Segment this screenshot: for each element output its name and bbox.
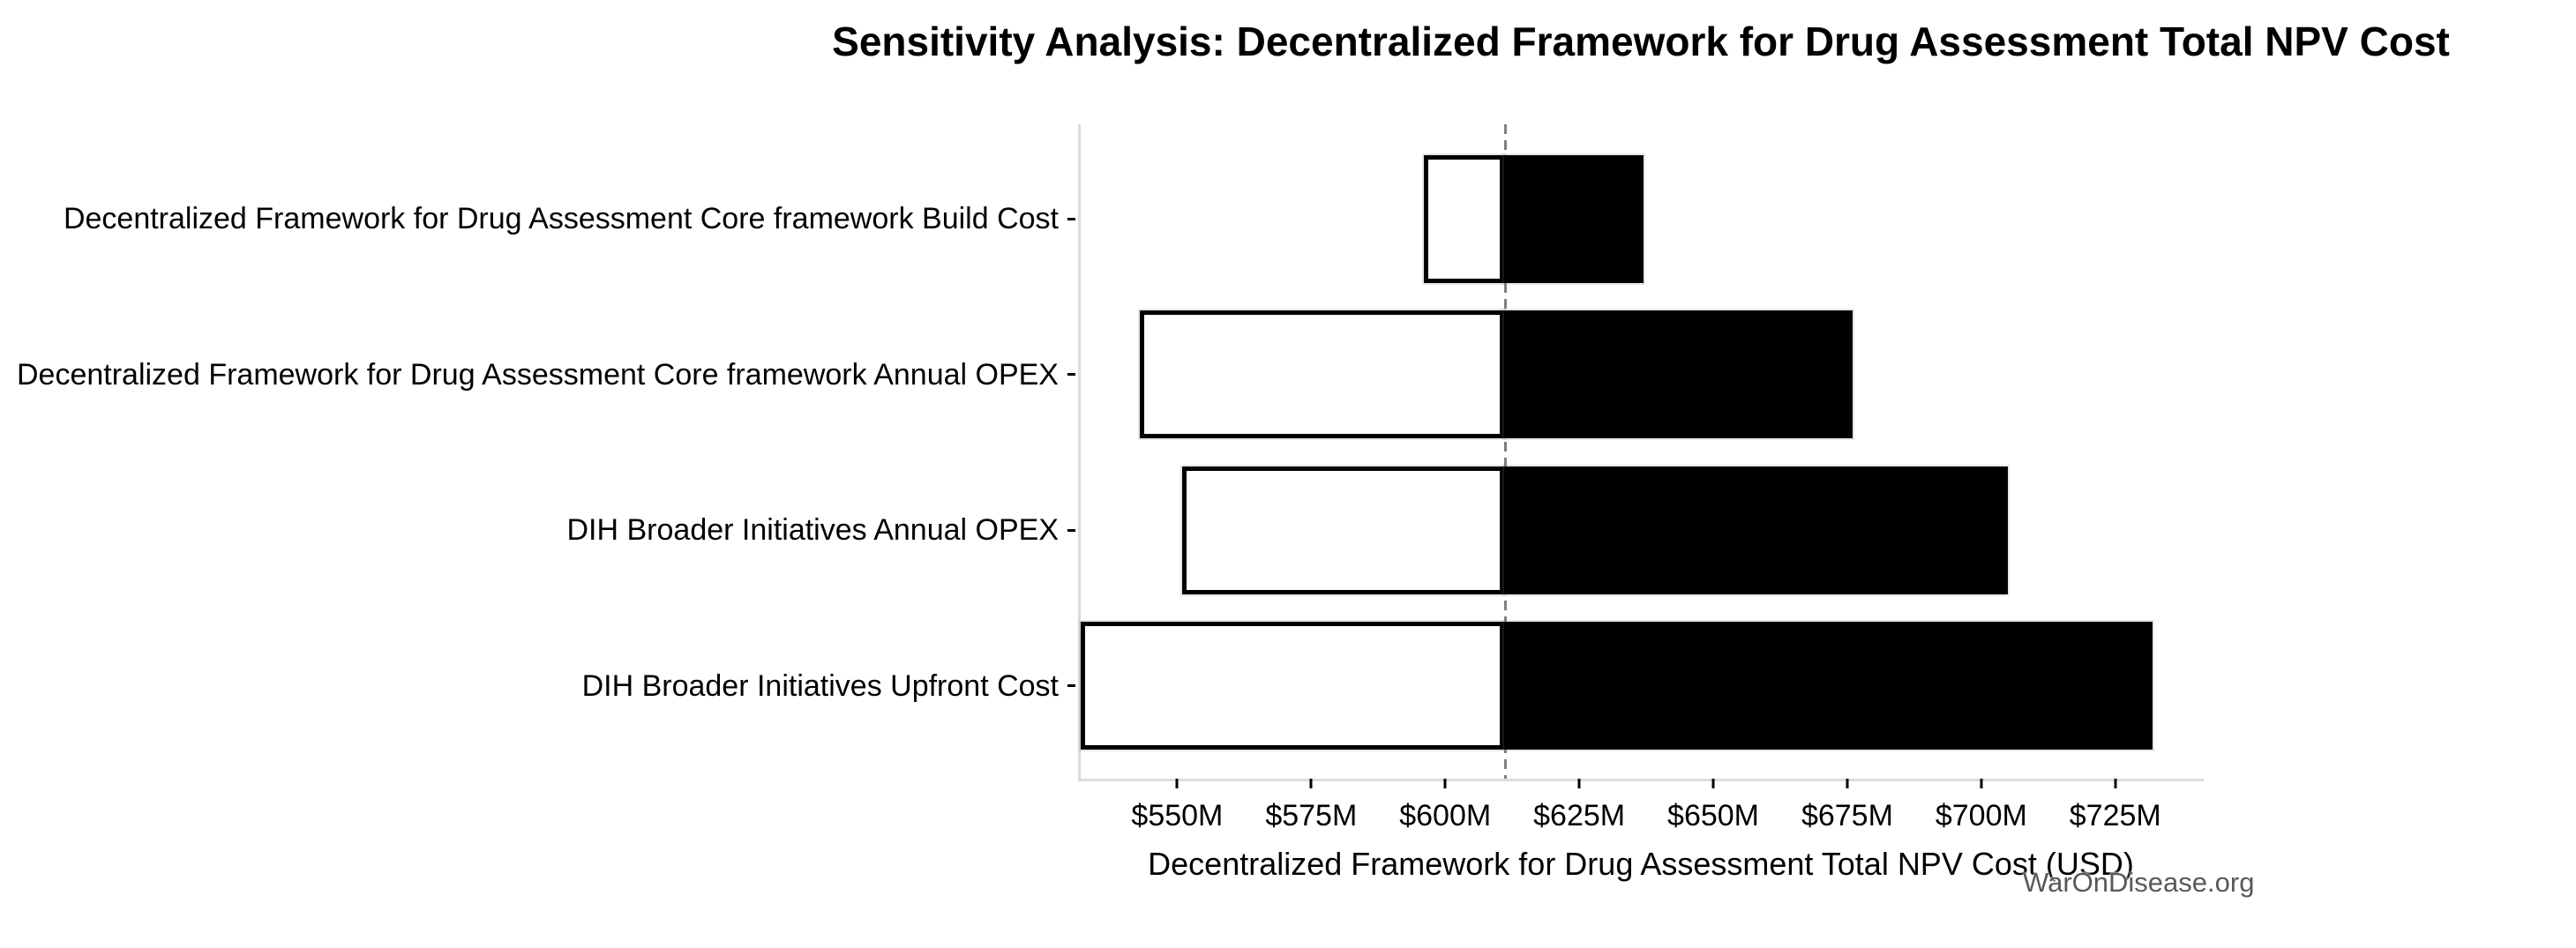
x-tick-mark — [1309, 779, 1313, 788]
x-tick-mark — [1711, 779, 1715, 788]
x-axis-spine — [1078, 779, 2204, 781]
x-tick-label: $625M — [1533, 799, 1626, 832]
x-tick-label: $675M — [1801, 799, 1893, 832]
x-tick-mark — [2114, 779, 2117, 788]
x-tick-mark — [1577, 779, 1581, 788]
baseline-dashed-line — [1504, 124, 1508, 779]
bar-high-segment — [1504, 310, 1853, 438]
x-tick-label: $600M — [1399, 799, 1492, 832]
x-tick-label: $725M — [2069, 799, 2161, 832]
bar-low-segment — [1139, 310, 1505, 438]
x-tick-mark — [1175, 779, 1179, 788]
bar-high-segment — [1504, 154, 1644, 283]
bar-low-segment — [1182, 466, 1505, 594]
y-tick-mark — [1067, 528, 1075, 532]
y-axis-label: DIH Broader Initiatives Upfront Cost — [581, 668, 1059, 703]
plot-area: Decentralized Framework for Drug Assessm… — [1067, 124, 2204, 882]
chart-title: Sensitivity Analysis: Decentralized Fram… — [832, 19, 2450, 64]
watermark-text: WarOnDisease.org — [2023, 867, 2255, 898]
x-tick-mark — [1980, 779, 1983, 788]
x-tick-label: $700M — [1935, 799, 2027, 832]
bar-high-segment — [1504, 466, 2009, 594]
x-tick-mark — [1443, 779, 1447, 788]
bar-high-segment — [1504, 622, 2153, 750]
bar-low-segment — [1423, 154, 1505, 283]
x-tick-label: $650M — [1667, 799, 1759, 832]
bar-low-segment — [1081, 622, 1505, 750]
x-tick-mark — [1846, 779, 1849, 788]
y-tick-mark — [1067, 373, 1075, 376]
y-tick-mark — [1067, 684, 1075, 687]
x-tick-label: $575M — [1265, 799, 1358, 832]
y-axis-label: Decentralized Framework for Drug Assessm… — [16, 357, 1059, 392]
y-axis-label: DIH Broader Initiatives Annual OPEX — [566, 513, 1060, 547]
x-axis-title: Decentralized Framework for Drug Assessm… — [1148, 846, 2134, 882]
x-tick-label: $550M — [1131, 799, 1224, 832]
y-tick-mark — [1067, 217, 1075, 220]
y-axis-spine — [1078, 124, 1081, 779]
y-axis-label: Decentralized Framework for Drug Assessm… — [63, 202, 1059, 235]
